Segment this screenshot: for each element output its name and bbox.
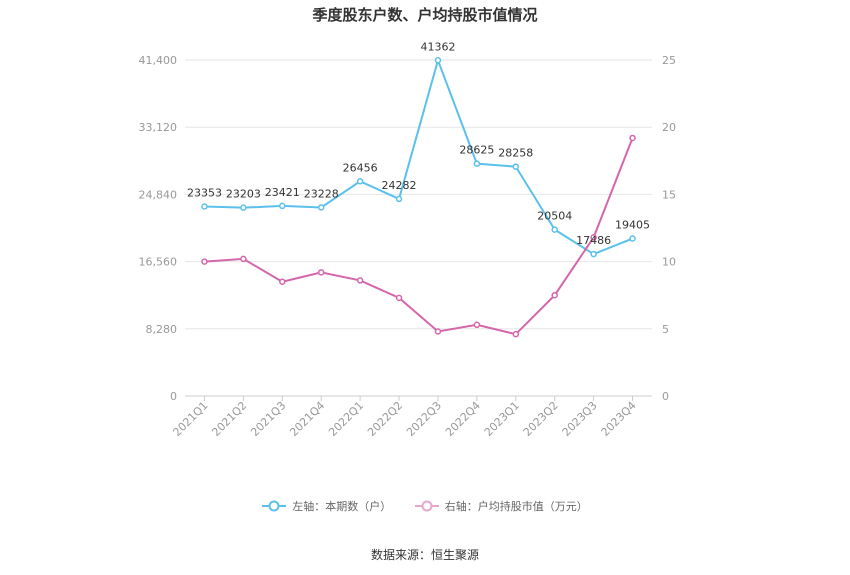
data-point	[551, 226, 558, 233]
data-label: 23353	[187, 186, 222, 199]
data-point	[512, 330, 520, 338]
data-point	[590, 250, 597, 258]
x-tick-label: 2021Q1	[171, 399, 211, 439]
data-point	[551, 291, 558, 299]
source-note: 数据来源：恒生聚源	[370, 548, 479, 562]
y-left-tick-label: 0	[170, 390, 177, 403]
data-point	[201, 258, 208, 265]
data-point	[434, 57, 442, 64]
series-line-0	[204, 57, 633, 256]
data-label: 23203	[226, 188, 261, 201]
data-point	[395, 294, 403, 302]
y-left-tick-label: 24,840	[139, 188, 178, 201]
data-point	[473, 321, 481, 329]
data-label: 19405	[615, 219, 650, 232]
data-point	[201, 203, 208, 210]
legend-item-left-series[interactable]: 左轴：本期数（户）	[262, 498, 391, 514]
chart-title: 季度股东户数、户均持股市值情况	[312, 6, 538, 24]
y-left-tick-label: 16,560	[139, 256, 178, 269]
x-tick-label: 2023Q4	[599, 399, 639, 439]
data-labels: 23353 23203 23421 23228 26456 24282 41362 28625…	[187, 40, 650, 247]
data-label: 20504	[537, 210, 572, 223]
data-label: 28258	[498, 147, 533, 160]
y-right-tick-label: 10	[662, 256, 676, 269]
x-tick-label: 2023Q2	[521, 399, 561, 439]
y-left-tick-label: 33,120	[139, 121, 178, 134]
series-lines	[201, 57, 636, 338]
legend: 左轴：本期数（户） 右轴：户均持股市值（万元）	[0, 498, 850, 514]
data-point	[240, 204, 247, 211]
data-point	[473, 160, 481, 167]
data-point	[317, 269, 325, 276]
legend-item-right-series[interactable]: 右轴：户均持股市值（万元）	[414, 498, 588, 514]
data-point	[434, 328, 442, 335]
x-tick-label: 2023Q3	[560, 399, 600, 439]
data-label: 26456	[343, 161, 378, 174]
y-left-tick-label: 41,400	[139, 54, 178, 67]
data-point	[356, 277, 364, 284]
data-point	[279, 202, 286, 210]
data-point	[279, 278, 286, 286]
data-label: 24282	[382, 179, 417, 192]
legend-label-left-series: 左轴：本期数（户）	[292, 500, 392, 513]
data-label: 41362	[420, 40, 455, 53]
data-label: 23228	[304, 187, 339, 200]
y-right-tick-label: 20	[662, 121, 676, 134]
y-right-tick-label: 15	[662, 188, 676, 201]
data-label: 28625	[459, 144, 494, 157]
legend-swatch-right-icon	[414, 500, 439, 512]
legend-swatch-left-icon	[262, 500, 287, 512]
series-line-1	[204, 137, 634, 336]
data-point	[356, 178, 364, 185]
x-tick-label: 2021Q3	[248, 399, 288, 439]
data-point	[240, 255, 247, 263]
y-left-tick-label: 8,280	[146, 323, 178, 336]
x-tick-label: 2022Q2	[365, 399, 405, 439]
y-right-tick-label: 25	[662, 54, 676, 67]
data-point	[395, 195, 403, 203]
data-point	[629, 235, 636, 242]
data-point	[512, 163, 520, 170]
x-tick-label: 2022Q3	[404, 399, 444, 439]
x-tick-label: 2023Q1	[482, 399, 522, 439]
data-point	[629, 134, 636, 142]
data-point	[590, 234, 597, 241]
data-label: 23421	[265, 186, 300, 199]
legend-label-right-series: 右轴：户均持股市值（万元）	[444, 500, 588, 513]
x-tick-label: 2022Q4	[443, 399, 483, 439]
data-point	[317, 204, 325, 211]
data-label: 17486	[576, 234, 611, 247]
x-tick-label: 2021Q2	[209, 399, 249, 439]
x-tick-label: 2022Q1	[326, 399, 366, 439]
y-right-tick-label: 0	[662, 390, 669, 403]
x-tick-label: 2021Q4	[287, 399, 327, 439]
y-right-tick-label: 5	[662, 323, 669, 336]
